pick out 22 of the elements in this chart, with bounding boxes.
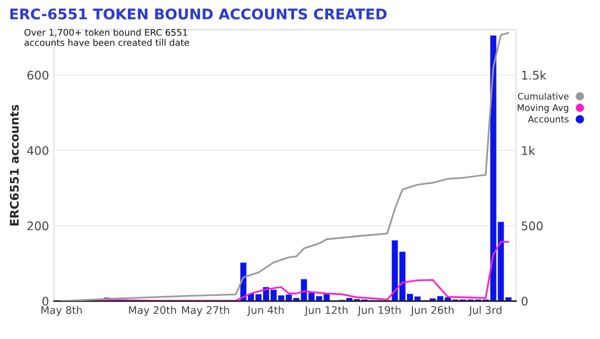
- legend-label: Moving Avg: [518, 104, 568, 113]
- x-tick-label: May 27th: [182, 306, 229, 316]
- y2-tick-label: 0: [522, 296, 528, 306]
- y2-tick-label: 1.5k: [522, 70, 546, 80]
- x-tick-label: Jun 12th: [304, 306, 348, 316]
- y2-tick-label: 500: [522, 221, 543, 230]
- y-tick-label: 200: [27, 221, 48, 230]
- annotation: Over 1,700+ token bound ERC 6551 accounts have been created till date: [24, 28, 190, 46]
- x-tick-label: Jun 4th: [247, 306, 284, 316]
- x-tick-label: Jun 19th: [357, 306, 401, 316]
- y-tick-label: 0: [42, 296, 48, 306]
- y-tick-label: 400: [27, 146, 48, 156]
- chart-title: ERC-6551 TOKEN BOUND ACCOUNTS CREATED: [10, 8, 387, 20]
- legend-label: Cumulative: [518, 92, 569, 100]
- legend-label: Accounts: [528, 116, 569, 123]
- x-tick-label: May 20th: [129, 306, 176, 316]
- y-axis-title: ERC6551 accounts: [10, 104, 19, 226]
- y-tick-label: 600: [27, 70, 48, 80]
- x-tick-label: Jun 26th: [410, 306, 454, 316]
- x-tick-label: Jul 3rd: [468, 306, 502, 316]
- x-tick-label: May 8th: [42, 306, 82, 316]
- y2-tick-label: 1k: [522, 146, 536, 155]
